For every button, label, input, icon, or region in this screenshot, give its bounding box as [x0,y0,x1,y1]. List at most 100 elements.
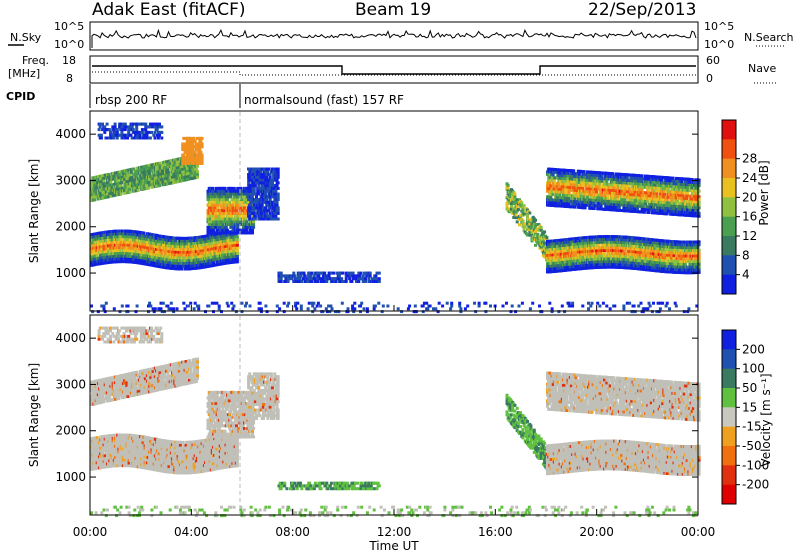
power-cell [167,170,171,174]
power-cell [220,200,224,204]
power-cell [230,214,234,218]
power-cell [214,223,218,226]
power-cell [100,239,104,243]
power-cell [110,186,114,190]
power-cell [275,200,279,204]
nave-label: Nave [748,62,776,75]
power-cell [361,274,365,278]
power-cell [222,211,226,215]
power-cell [117,176,121,180]
power-cell [229,203,233,207]
power-cell [109,194,113,198]
power-cell [266,170,270,174]
power-cell [129,133,133,137]
power-cell [196,172,199,176]
power-cell [118,133,122,137]
power-cell [126,185,130,189]
power-cell [156,250,160,254]
power-cell [377,280,381,283]
power-cell [216,220,220,224]
noise-left-tick-top: 10^5 [54,20,84,33]
power-cell [107,128,111,132]
power-cell [160,136,164,140]
power-cell [109,130,112,134]
power-cell [125,125,128,129]
power-cell [132,167,136,171]
power-cell [134,169,138,173]
power-cell [350,280,354,283]
power-cell [337,274,341,278]
power-cell [118,125,122,129]
power-cell [110,136,114,140]
power-cell [526,214,529,218]
power-cell [105,122,109,126]
power-cell [221,225,225,229]
power-cell [103,241,107,245]
power-cell [136,133,140,137]
power-cell [276,167,280,171]
power-cell [245,198,249,201]
power-cell [196,175,199,179]
power-cell [156,136,160,140]
power-cell [224,231,228,235]
power-cell [235,257,239,261]
power-cell [120,133,124,137]
power-cell [252,189,256,193]
power-cell [298,277,301,281]
power-cell [166,179,170,183]
power-cell [513,195,517,199]
power-cell [257,175,261,179]
frequency-tick-bottom: 8 [66,72,73,85]
power-cell [260,178,264,182]
power-cell [188,156,191,160]
noise-right-tick-top: 10^5 [704,20,734,33]
power-cell [148,125,152,129]
power-cell [99,251,103,254]
power-cell [235,235,239,239]
power-cell [597,243,601,247]
power-cell [243,200,246,204]
power-cell [332,271,336,275]
power-cell [161,169,165,173]
power-cell [182,173,186,177]
power-cell [523,225,527,229]
power-cell [113,122,117,126]
power-cell [215,214,219,218]
power-cell [130,136,134,140]
power-cell [250,198,254,201]
power-cell [513,192,517,196]
power-cell [253,184,257,188]
power-cell [232,186,236,190]
power-cell [118,170,122,174]
power-cell [107,136,111,140]
power-cell [192,253,196,256]
power-cell [191,142,195,146]
power-cell [255,195,258,199]
power-cell [200,156,204,160]
cpid-bar: CPID rbsp 200 RF normalsound (fast) 157 … [6,84,404,108]
power-cell [199,150,203,154]
power-cell [216,240,220,244]
power-cell [113,125,117,129]
power-cell [364,277,368,281]
power-cell [207,198,211,201]
power-cell [257,184,261,188]
power-cell [216,228,220,232]
power-cell [240,209,244,213]
power-cell [248,214,252,218]
power-cell [247,173,251,176]
power-cell [220,217,224,221]
power-cell [194,167,198,171]
power-cell [152,133,156,137]
power-scatter [90,122,701,314]
power-cell [155,173,158,177]
power-cell [253,192,257,196]
power-cell [215,231,219,235]
power-cell [248,211,252,215]
power-cell [265,175,269,179]
power-cell [184,175,188,179]
power-cell [235,209,238,213]
power-cell [208,234,212,237]
power-cell [91,255,95,259]
